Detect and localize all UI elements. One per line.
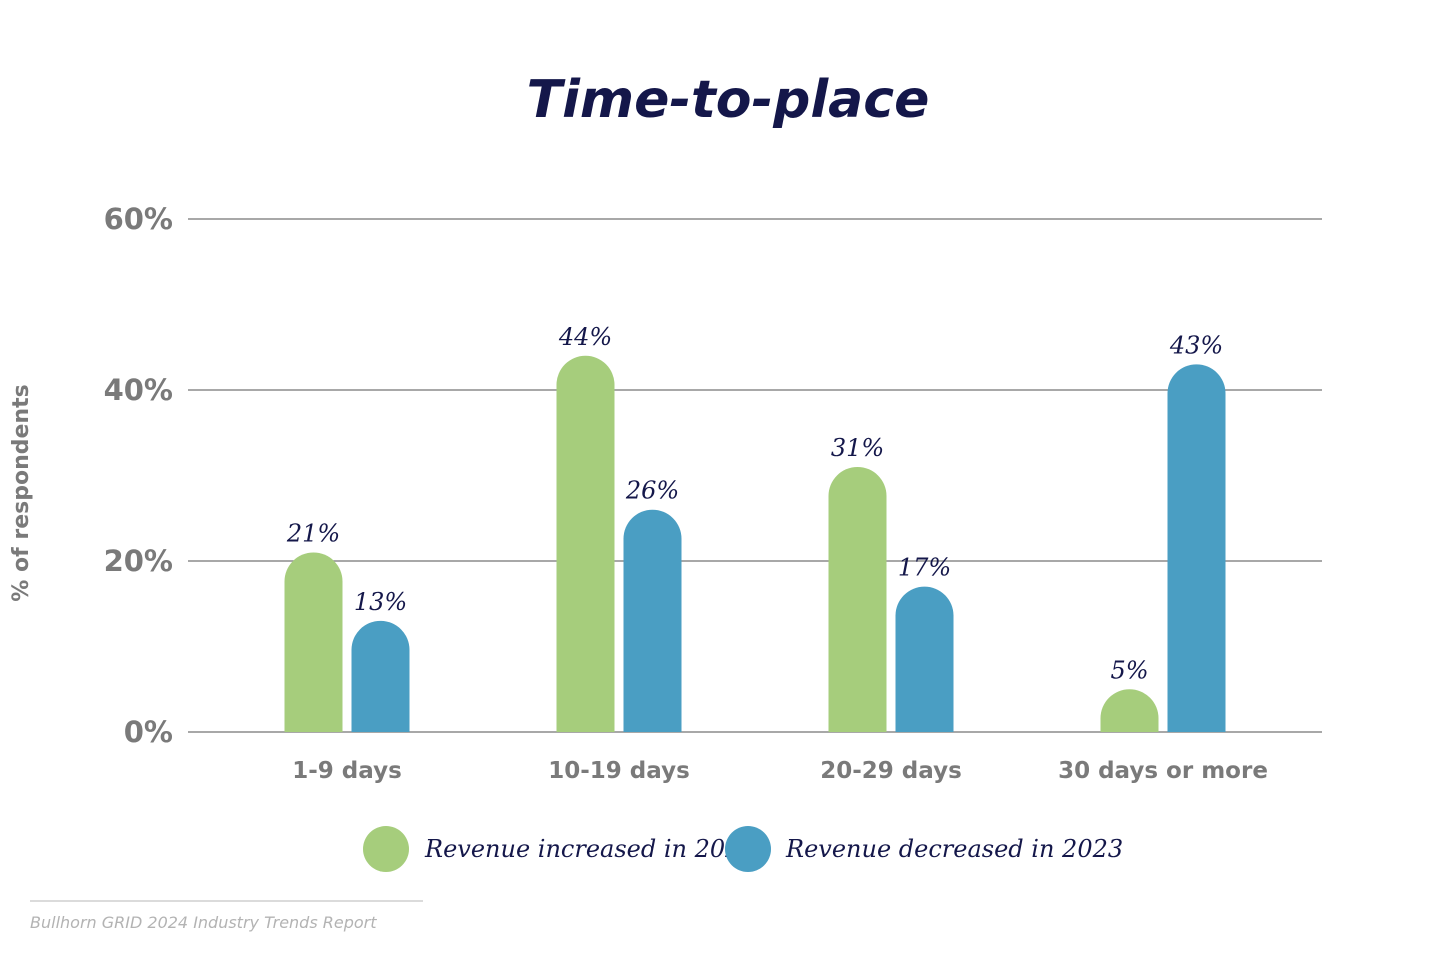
data-label-1-9-days-series-2: 13% bbox=[354, 588, 407, 616]
legend-label-series-1: Revenue increased in 2023 bbox=[424, 835, 756, 863]
y-tick-label: 0% bbox=[124, 715, 173, 749]
legend: Revenue increased in 2023 Revenue decreas… bbox=[363, 826, 1123, 872]
legend-swatch-series-1 bbox=[363, 826, 409, 872]
legend-swatch-series-2 bbox=[725, 826, 771, 872]
x-tick-label: 30 days or more bbox=[1058, 758, 1268, 784]
data-label-10-19-days-series-1: 44% bbox=[558, 323, 612, 351]
data-label-30-days-or-more-series-1: 5% bbox=[1110, 656, 1148, 684]
gridlines: 0% 20% 40% 60% bbox=[104, 202, 1322, 749]
source-note: Bullhorn GRID 2024 Industry Trends Repor… bbox=[30, 913, 377, 932]
bar-1-9-days-series-1 bbox=[284, 552, 343, 732]
y-axis-label: % of respondents bbox=[9, 384, 34, 601]
x-tick-label: 20-29 days bbox=[820, 758, 962, 784]
bar-30-days-or-more-series-1 bbox=[1100, 689, 1159, 732]
data-label-20-29-days-series-1: 31% bbox=[831, 434, 884, 462]
y-tick-label: 20% bbox=[104, 544, 173, 578]
data-label-10-19-days-series-2: 26% bbox=[625, 477, 679, 505]
data-label-1-9-days-series-1: 21% bbox=[286, 519, 340, 547]
x-tick-label: 1-9 days bbox=[292, 758, 402, 784]
x-axis-ticks: 1-9 days 10-19 days 20-29 days 30 days or m… bbox=[292, 758, 1268, 784]
y-tick-label: 40% bbox=[104, 373, 173, 407]
data-label-20-29-days-series-2: 17% bbox=[898, 554, 951, 582]
bar-20-29-days-series-2 bbox=[895, 586, 954, 732]
x-tick-label: 10-19 days bbox=[548, 758, 690, 784]
data-labels: 21% 13% 44% 26% 31% 17% 5% 43% bbox=[286, 323, 1223, 684]
bar-1-9-days-series-2 bbox=[351, 620, 410, 732]
y-tick-label: 60% bbox=[104, 202, 173, 236]
legend-label-series-2: Revenue decreased in 2023 bbox=[785, 835, 1123, 863]
bars bbox=[284, 355, 1226, 732]
bar-10-19-days-series-2 bbox=[623, 509, 682, 732]
bar-20-29-days-series-1 bbox=[828, 466, 887, 732]
bar-30-days-or-more-series-2 bbox=[1167, 364, 1226, 732]
bar-10-19-days-series-1 bbox=[556, 355, 615, 732]
data-label-30-days-or-more-series-2: 43% bbox=[1169, 331, 1223, 359]
chart-title: Time-to-place bbox=[527, 70, 930, 130]
